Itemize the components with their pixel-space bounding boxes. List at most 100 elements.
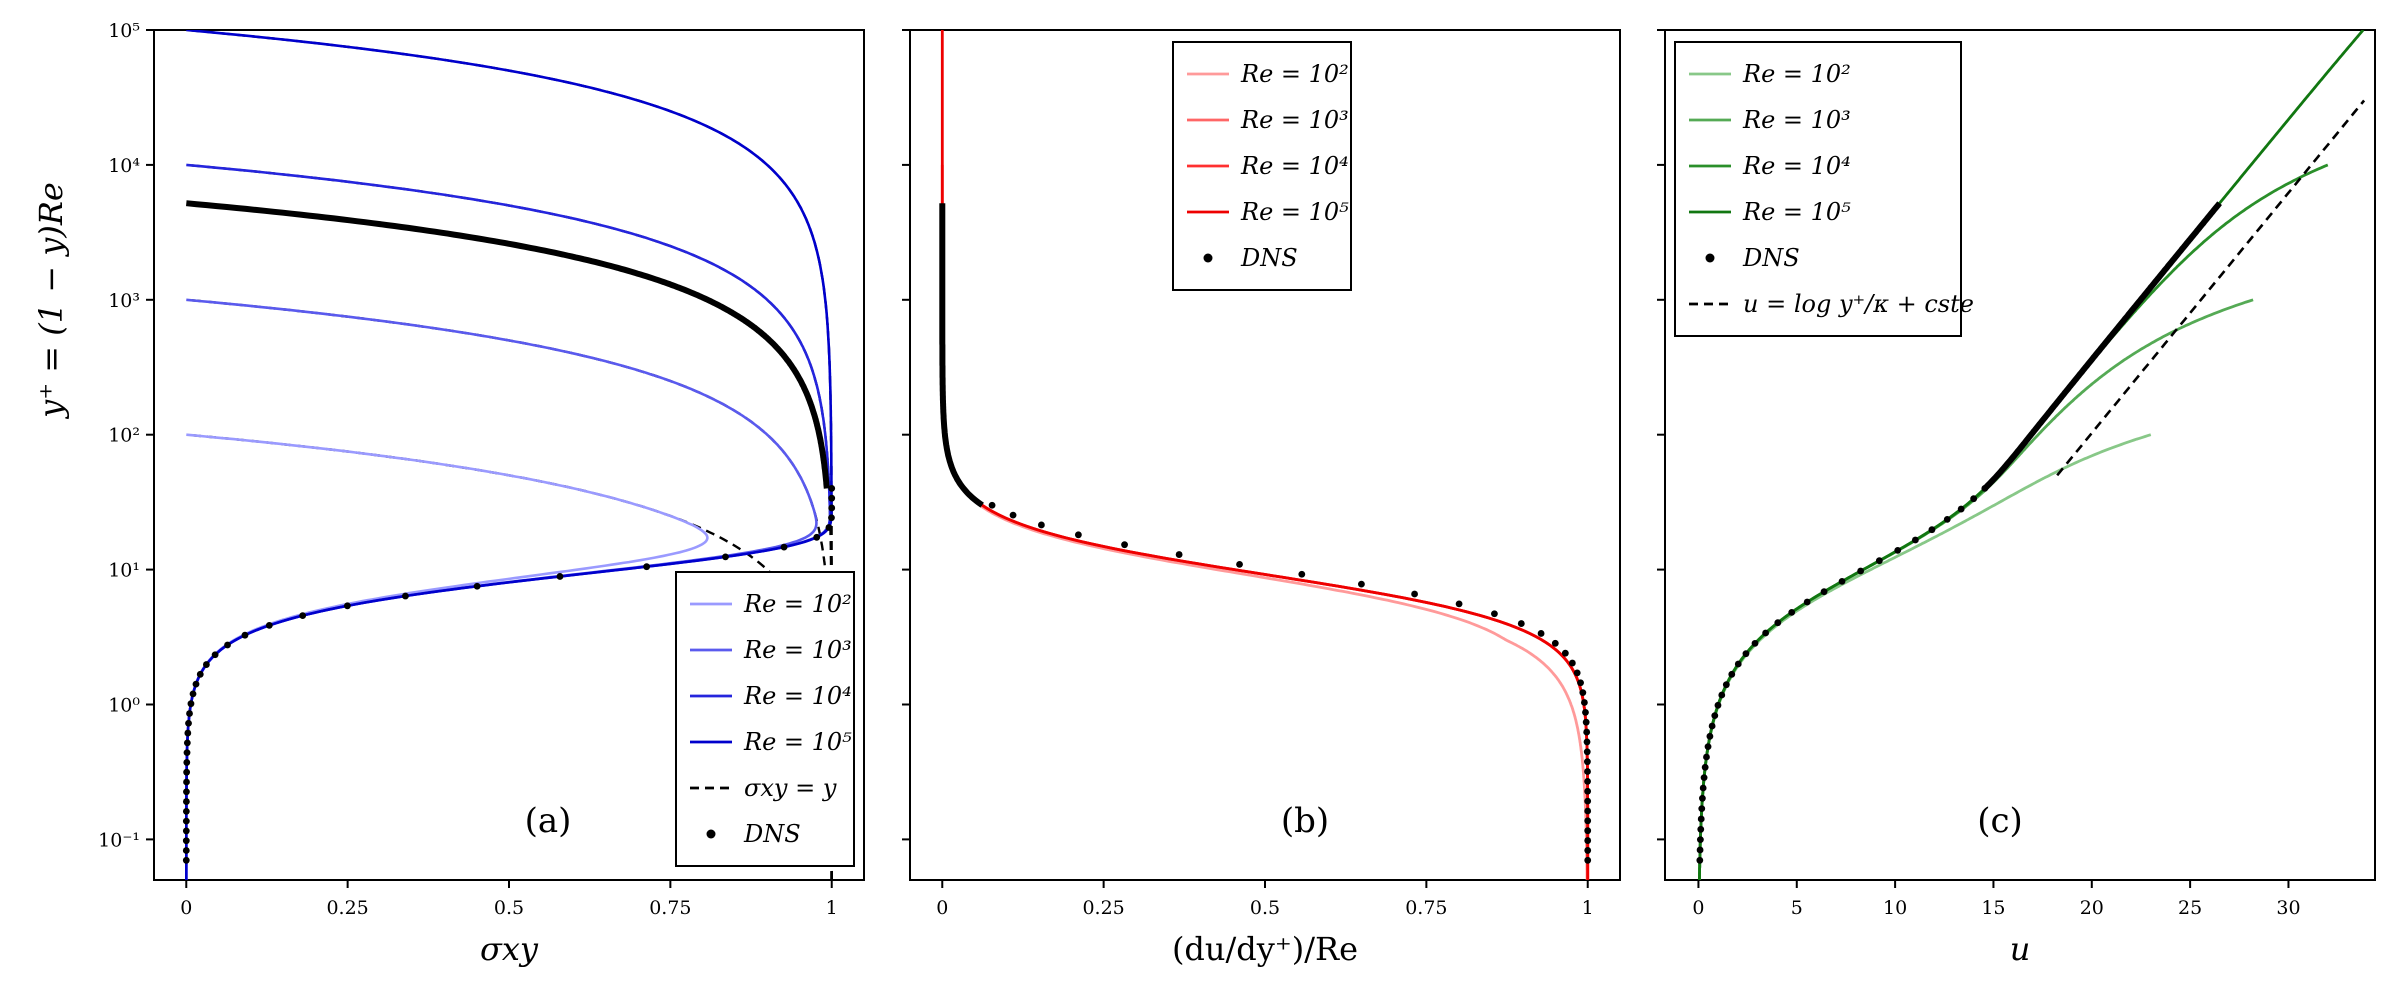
dns-point <box>643 563 651 571</box>
series-re-curve <box>185 30 833 880</box>
dns-point <box>1911 536 1919 544</box>
legend-marker <box>1705 253 1715 263</box>
dns-point <box>1751 639 1759 647</box>
dns-point <box>1722 681 1730 689</box>
y-axis-label: y⁺ = (1 − y)Re <box>32 182 70 420</box>
legend-label: Re = 10³ <box>1240 106 1349 134</box>
series-dns-thick <box>186 200 830 489</box>
legend-label: σxy = y <box>744 774 837 802</box>
dns-point <box>1009 511 1017 519</box>
y-tick-label: 10⁻¹ <box>98 829 140 851</box>
dns-point <box>182 798 190 805</box>
dns-point <box>241 631 249 639</box>
dns-point <box>1970 495 1978 503</box>
legend-label: Re = 10⁵ <box>743 728 852 756</box>
dns-point <box>1583 728 1591 736</box>
panel-c-xlabel: u <box>2010 930 2031 968</box>
dns-point <box>825 524 833 531</box>
dns-point <box>556 573 564 580</box>
dns-point <box>182 807 190 815</box>
dns-point <box>265 621 273 629</box>
dns-point <box>1121 541 1128 549</box>
panel-a-label: (a) <box>525 801 572 841</box>
dns-point <box>1697 815 1705 823</box>
dns-point <box>1774 619 1782 627</box>
y-tick-label: 10⁵ <box>108 20 140 42</box>
dns-point <box>1236 561 1243 568</box>
legend-label: DNS <box>1240 244 1298 272</box>
dns-point <box>1577 679 1584 687</box>
y-tick-label: 10² <box>108 425 140 447</box>
y-tick-label: 10⁰ <box>108 694 140 716</box>
legend-label: Re = 10⁴ <box>743 682 852 710</box>
legend-label: Re = 10² <box>1742 60 1851 88</box>
panel-c-frame <box>1664 29 2376 881</box>
dns-point <box>1584 837 1592 844</box>
dns-point <box>1358 580 1365 588</box>
legend-label: Re = 10² <box>1240 60 1349 88</box>
dns-point <box>182 847 190 854</box>
dns-point <box>473 582 481 590</box>
dns-point <box>1857 567 1865 575</box>
dns-point <box>1584 777 1591 785</box>
dns-point <box>1551 639 1559 647</box>
dns-point <box>1561 649 1569 657</box>
series-log-law <box>2056 99 2366 477</box>
dns-point <box>722 553 729 561</box>
legend-label: Re = 10³ <box>743 636 852 664</box>
legend-box <box>675 571 855 867</box>
dns-point <box>1718 691 1726 699</box>
x-tick-label: 15 <box>1981 897 2005 919</box>
dns-point <box>780 543 788 551</box>
legend-label: Re = 10⁵ <box>1240 198 1349 226</box>
series-dns-thick <box>1982 201 2222 491</box>
dns-point <box>196 670 204 678</box>
dns-point <box>183 739 191 747</box>
panel-c-curves <box>1696 30 2366 880</box>
dns-point <box>187 700 195 708</box>
x-tick-label: 25 <box>2178 897 2202 919</box>
dns-point <box>1696 836 1704 844</box>
axis-ticks: 0 0.25 0.5 0.75 1 10⁻¹ 10⁰ 10¹ 10² 10³ 10⁴ 10⁵ 0 0.25… <box>98 20 2300 919</box>
dns-point <box>1981 484 1989 492</box>
series-re-curve <box>943 434 1589 880</box>
dns-point <box>1711 712 1719 720</box>
dns-point <box>828 494 836 502</box>
dns-point <box>1708 722 1716 730</box>
series-dns-thick <box>939 203 984 508</box>
dns-point <box>402 592 409 600</box>
dns-point <box>1583 758 1591 766</box>
dns-point <box>1584 807 1592 815</box>
dns-point <box>183 788 190 796</box>
dns-point <box>1820 588 1828 596</box>
dns-point <box>1584 787 1592 795</box>
dns-point <box>183 759 191 766</box>
legend-panel-a: Re = 10² Re = 10³ Re = 10⁴ Re = 10⁵ σxy = y D… <box>675 571 855 867</box>
dns-point <box>1568 659 1576 667</box>
dns-point <box>1875 557 1883 565</box>
dns-point <box>186 710 193 717</box>
legend-label: Re = 10⁴ <box>1240 152 1349 180</box>
dns-point <box>1037 521 1045 529</box>
dns-point <box>1714 701 1722 709</box>
dns-point <box>1584 797 1592 805</box>
dns-point <box>182 856 190 864</box>
dns-point <box>185 719 192 727</box>
legend-label: Re = 10⁵ <box>1742 198 1851 226</box>
panel-b-xlabel: (du/dy⁺)/Re <box>1172 930 1358 968</box>
legend-label: Re = 10³ <box>1742 106 1851 134</box>
x-tick-label: 10 <box>1883 897 1907 919</box>
dns-point <box>1706 732 1714 740</box>
panel-b-curves <box>939 30 1592 880</box>
dns-point <box>1803 598 1811 606</box>
dns-point <box>182 827 190 835</box>
dns-point <box>1074 531 1082 539</box>
dns-point <box>344 602 351 610</box>
dns-point <box>1742 650 1750 658</box>
dns-point <box>1411 590 1418 598</box>
panel-b-label: (b) <box>1281 801 1329 841</box>
y-tick-label: 10⁴ <box>108 155 140 177</box>
legend-marker <box>1203 253 1213 263</box>
dns-point <box>1700 774 1708 782</box>
